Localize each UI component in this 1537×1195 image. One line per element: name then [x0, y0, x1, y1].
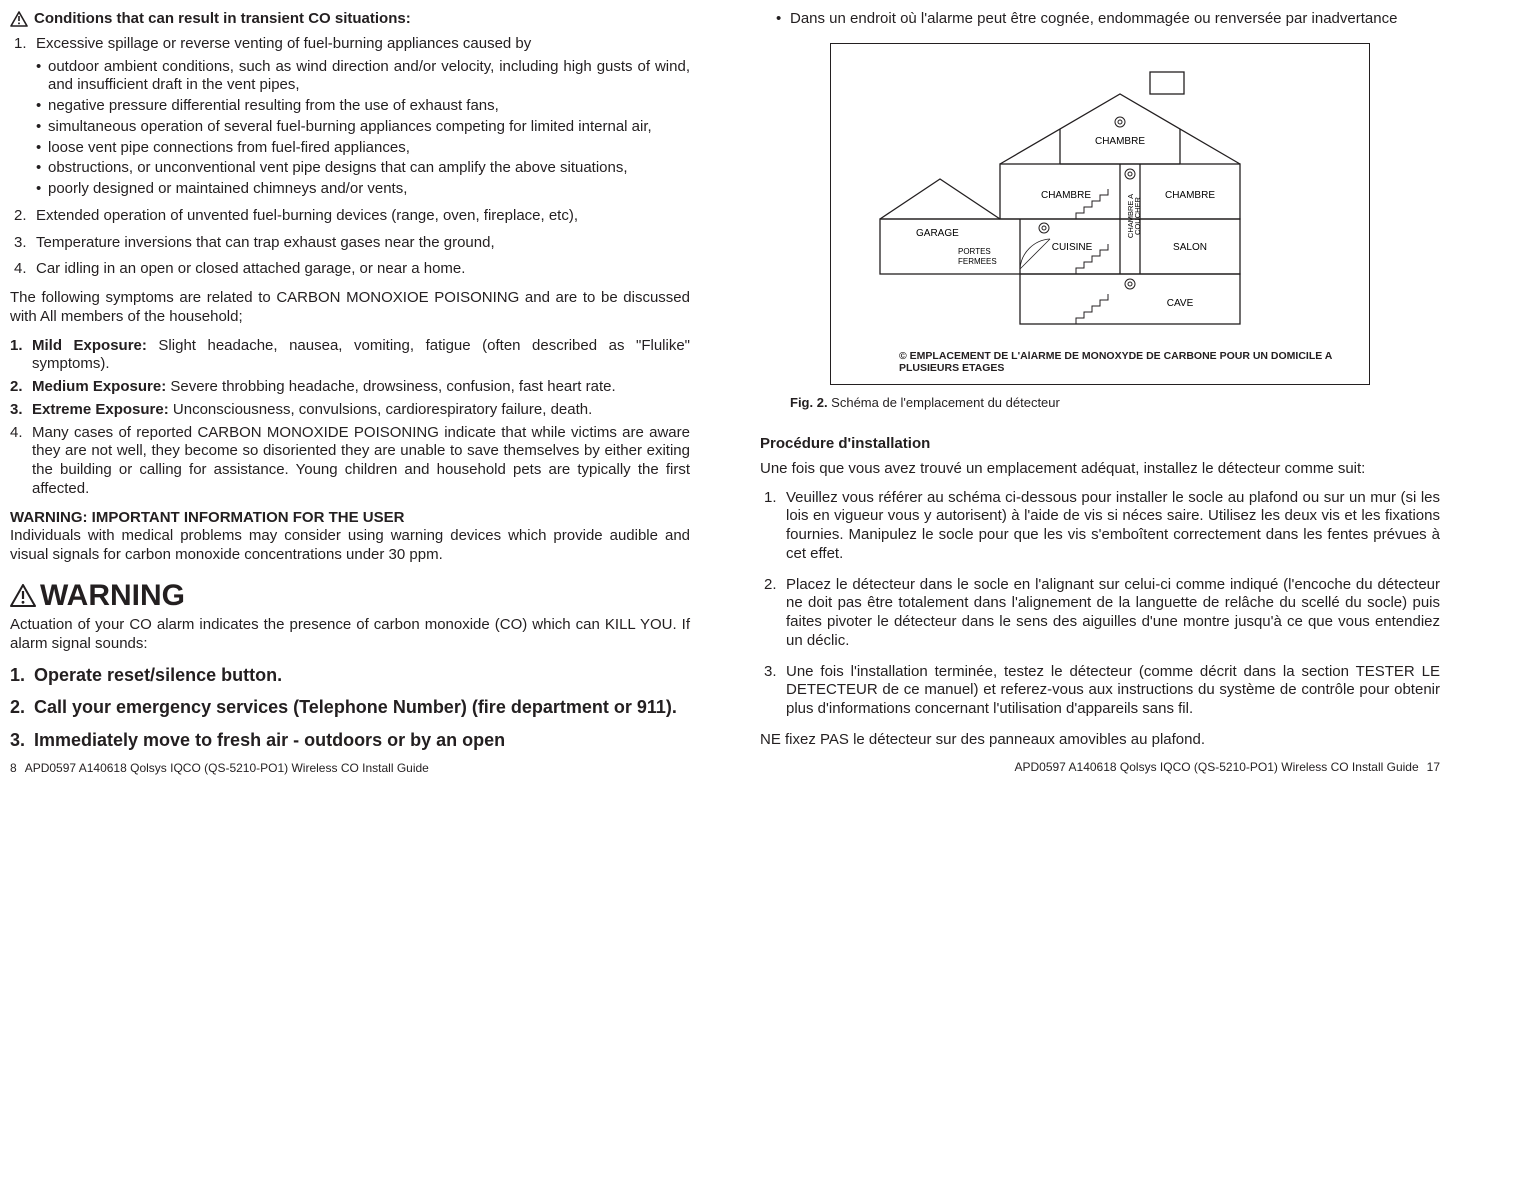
label-cuisine: CUISINE	[1052, 242, 1093, 253]
list-number: 1.	[10, 664, 25, 687]
sub-item: outdoor ambient conditions, such as wind…	[36, 58, 690, 96]
exposure-item: 2. Medium Exposure: Severe throbbing hea…	[10, 378, 690, 397]
list-number: 1.	[764, 489, 777, 508]
list-number: 3.	[764, 663, 777, 682]
warning-triangle-icon	[10, 584, 36, 607]
label-chambre-right: CHAMBRE	[1165, 190, 1215, 201]
right-footer: APD0597 A140618 Qolsys IQCO (QS-5210-PO1…	[760, 760, 1440, 775]
conditions-list: 1. Excessive spillage or reverse venting…	[10, 35, 690, 279]
procedure-title: Procédure d'installation	[760, 435, 1440, 454]
label-chambre-a-coucher-2: COUCHER	[1133, 196, 1142, 235]
procedure-text: Veuillez vous référer au schéma ci-desso…	[786, 489, 1440, 562]
page-number: 8	[10, 761, 17, 776]
label-chambre-top: CHAMBRE	[1095, 136, 1145, 147]
step-item: 1. Operate reset/silence button.	[10, 664, 690, 687]
big-warning-heading: WARNING	[10, 577, 690, 615]
condition-item: 2. Extended operation of unvented fuel-b…	[10, 207, 690, 226]
condition-item: 1. Excessive spillage or reverse venting…	[10, 35, 690, 199]
house-diagram-box: CHAMBRE CHAMBRE CHAMBRE GARAGE CUISINE S…	[830, 43, 1370, 385]
symptoms-intro: The following symptoms are related to CA…	[10, 289, 690, 327]
label-garage: GARAGE	[916, 228, 959, 239]
label-cave: CAVE	[1167, 298, 1194, 309]
procedure-item: 2. Placez le détecteur dans le socle en l…	[760, 576, 1440, 651]
exposure-item: 4. Many cases of reported CARBON MONOXID…	[10, 424, 690, 499]
page-spread: Conditions that can result in transient …	[10, 10, 1497, 776]
top-bullet-text: Dans un endroit où l'alarme peut être co…	[790, 10, 1397, 27]
exposure-rest: Severe throbbing headache, drowsiness, c…	[166, 378, 615, 395]
sub-item: negative pressure differential resulting…	[36, 97, 690, 116]
left-column: Conditions that can result in transient …	[10, 10, 690, 776]
condition-item: 3. Temperature inversions that can trap …	[10, 234, 690, 253]
list-number: 2.	[14, 207, 27, 226]
label-portes-1: PORTES	[958, 247, 991, 256]
diagram-inner-caption: © EMPLACEMENT DE L'AlARME DE MONOXYDE DE…	[899, 350, 1351, 374]
conditions-heading: Conditions that can result in transient …	[34, 10, 411, 29]
big-warning-text: WARNING	[40, 577, 185, 615]
house-diagram: CHAMBRE CHAMBRE CHAMBRE GARAGE CUISINE S…	[850, 64, 1350, 344]
fig-label: Fig. 2.	[790, 395, 828, 410]
condition-text: Car idling in an open or closed attached…	[36, 260, 465, 277]
exposure-list: 1. Mild Exposure: Slight headache, nause…	[10, 337, 690, 499]
step-text: Operate reset/silence button.	[34, 665, 282, 685]
exposure-rest: Many cases of reported CARBON MONOXIDE P…	[32, 424, 690, 497]
fig-text: Schéma de l'emplacement du détecteur	[828, 395, 1060, 410]
procedure-final: NE fixez PAS le détecteur sur des pannea…	[760, 731, 1440, 750]
list-number: 2.	[764, 576, 777, 595]
page-number: 17	[1427, 760, 1440, 775]
exposure-rest: Unconsciousness, convulsions, cardioresp…	[169, 401, 593, 418]
sub-item: simultaneous operation of several fuel-b…	[36, 118, 690, 137]
procedure-list: 1. Veuillez vous référer au schéma ci-des…	[760, 489, 1440, 719]
list-number: 3.	[10, 729, 25, 752]
exposure-item: 3. Extreme Exposure: Unconsciousness, co…	[10, 401, 690, 420]
top-bullet: Dans un endroit où l'alarme peut être co…	[760, 10, 1440, 29]
procedure-intro: Une fois que vous avez trouvé un emplace…	[760, 460, 1440, 479]
condition-text: Excessive spillage or reverse venting of…	[36, 35, 531, 52]
sub-item: poorly designed or maintained chimneys a…	[36, 180, 690, 199]
footer-text: APD0597 A140618 Qolsys IQCO (QS-5210-PO1…	[1014, 760, 1418, 775]
warning-steps: 1. Operate reset/silence button. 2. Call y…	[10, 664, 690, 752]
label-chambre-left: CHAMBRE	[1041, 190, 1091, 201]
exposure-item: 1. Mild Exposure: Slight headache, nause…	[10, 337, 690, 375]
label-portes-2: FERMEES	[958, 257, 997, 266]
warning-triangle-icon	[10, 11, 28, 27]
conditions-heading-row: Conditions that can result in transient …	[10, 10, 690, 29]
step-item: 2. Call your emergency services (Telephon…	[10, 696, 690, 719]
left-footer: 8 APD0597 A140618 Qolsys IQCO (QS-5210-P…	[10, 761, 690, 776]
warn-info: WARNING: IMPORTANT INFORMATION FOR THE U…	[10, 509, 690, 565]
label-salon: SALON	[1173, 242, 1207, 253]
procedure-item: 1. Veuillez vous référer au schéma ci-des…	[760, 489, 1440, 564]
list-number: 1.	[10, 337, 23, 356]
list-number: 4.	[14, 260, 27, 279]
exposure-lead: Extreme Exposure:	[32, 401, 169, 418]
exposure-lead: Medium Exposure:	[32, 378, 166, 395]
step-item: 3. Immediately move to fresh air - outdoo…	[10, 729, 690, 752]
big-warning-body: Actuation of your CO alarm indicates the…	[10, 616, 690, 654]
warn-info-body: Individuals with medical problems may co…	[10, 527, 690, 563]
list-number: 2.	[10, 378, 23, 397]
procedure-text: Placez le détecteur dans le socle en l'a…	[786, 576, 1440, 649]
figure-caption: Fig. 2. Schéma de l'emplacement du détec…	[790, 395, 1440, 411]
step-text: Call your emergency services (Telephone …	[34, 697, 677, 717]
warn-info-title: WARNING: IMPORTANT INFORMATION FOR THE U…	[10, 509, 404, 526]
sub-item: loose vent pipe connections from fuel-fi…	[36, 139, 690, 158]
condition-text: Temperature inversions that can trap exh…	[36, 234, 495, 251]
footer-text: APD0597 A140618 Qolsys IQCO (QS-5210-PO1…	[25, 761, 429, 776]
exposure-lead: Mild Exposure:	[32, 337, 147, 354]
right-column: Dans un endroit où l'alarme peut être co…	[760, 10, 1440, 776]
list-number: 3.	[10, 401, 23, 420]
condition-text: Extended operation of unvented fuel-burn…	[36, 207, 578, 224]
step-text: Immediately move to fresh air - outdoors…	[34, 730, 505, 750]
sub-item: obstructions, or unconventional vent pip…	[36, 159, 690, 178]
condition-sublist: outdoor ambient conditions, such as wind…	[36, 58, 690, 199]
list-number: 4.	[10, 424, 23, 443]
list-number: 3.	[14, 234, 27, 253]
procedure-item: 3. Une fois l'installation terminée, test…	[760, 663, 1440, 719]
procedure-text: Une fois l'installation terminée, testez…	[786, 663, 1440, 718]
list-number: 2.	[10, 696, 25, 719]
condition-item: 4. Car idling in an open or closed attac…	[10, 260, 690, 279]
list-number: 1.	[14, 35, 27, 54]
